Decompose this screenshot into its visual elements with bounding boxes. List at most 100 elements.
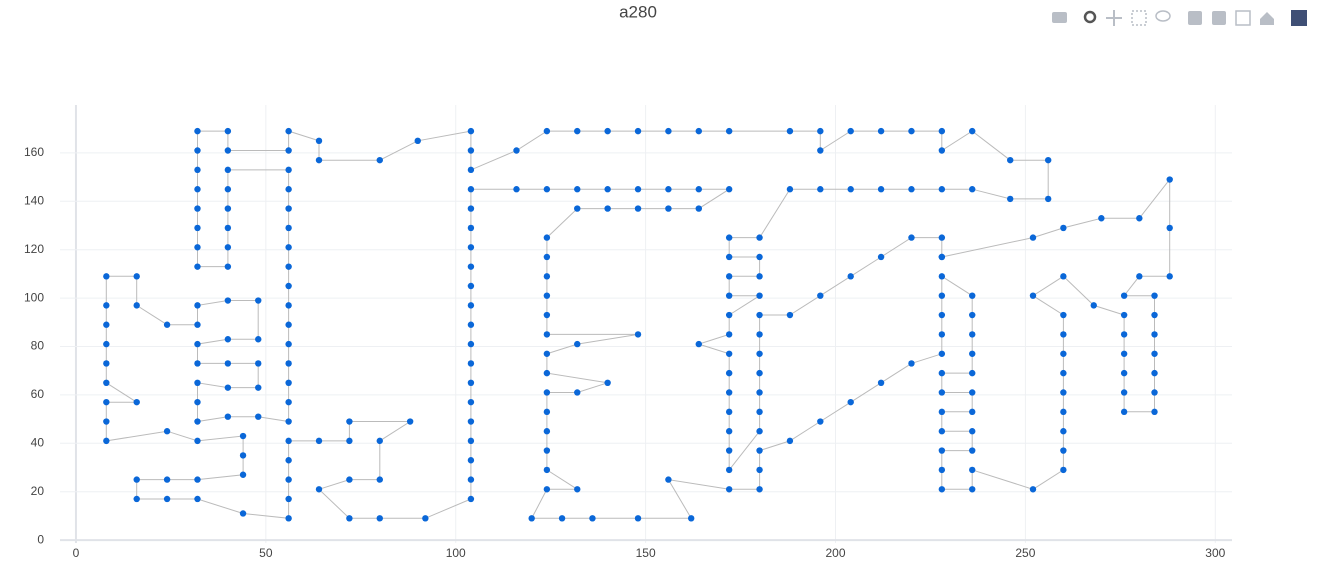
point — [665, 127, 672, 135]
point — [194, 398, 201, 406]
x-tick-label: 0 — [73, 546, 80, 560]
point — [543, 447, 551, 454]
point — [285, 263, 292, 270]
point — [224, 224, 232, 232]
point — [695, 186, 702, 193]
box-select-button[interactable] — [1131, 10, 1147, 26]
point — [817, 186, 824, 193]
point — [194, 495, 201, 503]
point — [634, 331, 642, 338]
point — [938, 311, 946, 319]
point — [589, 515, 596, 522]
point — [604, 186, 611, 193]
point — [938, 186, 946, 193]
x-tick-label: 250 — [1015, 546, 1035, 560]
point — [467, 457, 475, 464]
point — [103, 437, 110, 445]
point — [285, 476, 292, 483]
point — [938, 331, 946, 338]
point — [1120, 292, 1128, 299]
point — [969, 311, 976, 319]
tour-line — [105, 130, 1171, 519]
point — [1166, 224, 1173, 232]
point — [346, 515, 353, 522]
point — [133, 495, 140, 503]
point — [239, 510, 247, 517]
point — [1120, 350, 1128, 357]
point — [239, 432, 247, 440]
point — [285, 457, 292, 464]
point — [285, 166, 292, 174]
zoom-in-button[interactable] — [1188, 11, 1202, 25]
reset-button[interactable] — [1260, 12, 1274, 25]
point — [938, 369, 946, 377]
point — [315, 486, 323, 493]
point — [467, 205, 475, 212]
point — [756, 389, 763, 396]
point — [604, 379, 611, 387]
point — [969, 331, 976, 338]
point — [969, 186, 976, 193]
lasso-button[interactable] — [1155, 10, 1171, 22]
point — [756, 350, 763, 357]
x-tick-label: 200 — [825, 546, 845, 560]
point — [467, 263, 475, 270]
point — [725, 350, 733, 357]
point — [224, 147, 232, 154]
chart-title: a280 — [619, 2, 657, 21]
point — [224, 244, 232, 251]
point — [513, 186, 520, 193]
autoscale-button[interactable] — [1235, 10, 1251, 26]
point — [1098, 215, 1105, 222]
point — [1060, 466, 1067, 474]
point — [194, 379, 201, 387]
zoom-out-button[interactable] — [1212, 11, 1226, 25]
point — [725, 369, 733, 377]
point — [285, 360, 292, 367]
zoom-button[interactable] — [1083, 10, 1097, 24]
point — [786, 186, 794, 193]
point — [1060, 369, 1067, 377]
point — [194, 476, 201, 483]
point — [1136, 273, 1143, 280]
point — [194, 340, 201, 348]
point — [163, 476, 171, 483]
point — [756, 292, 763, 299]
point — [543, 311, 551, 319]
point — [938, 350, 946, 357]
point — [315, 156, 323, 164]
pan-button[interactable] — [1106, 10, 1122, 26]
point — [194, 302, 201, 309]
point — [315, 437, 323, 445]
point — [224, 186, 232, 193]
point — [1060, 311, 1067, 319]
point — [725, 127, 733, 135]
point — [725, 253, 733, 261]
y-tick-label: 100 — [24, 290, 44, 304]
point — [1060, 428, 1067, 435]
point — [224, 297, 232, 304]
point — [786, 127, 794, 135]
plotly-logo[interactable] — [1291, 10, 1307, 26]
point — [908, 186, 915, 193]
point — [574, 127, 581, 135]
point — [1060, 273, 1067, 280]
point — [604, 205, 611, 212]
point — [133, 476, 140, 483]
point — [1151, 350, 1158, 357]
point — [634, 186, 642, 193]
point — [346, 418, 353, 425]
point — [103, 273, 110, 280]
point — [786, 437, 794, 445]
point — [756, 331, 763, 338]
point — [315, 137, 323, 145]
point — [938, 447, 946, 454]
point — [224, 384, 232, 391]
point — [422, 515, 429, 522]
point — [133, 273, 140, 280]
point — [194, 166, 201, 174]
camera-button[interactable] — [1052, 12, 1067, 23]
point — [1151, 369, 1158, 377]
point — [817, 147, 824, 154]
point — [346, 476, 353, 483]
